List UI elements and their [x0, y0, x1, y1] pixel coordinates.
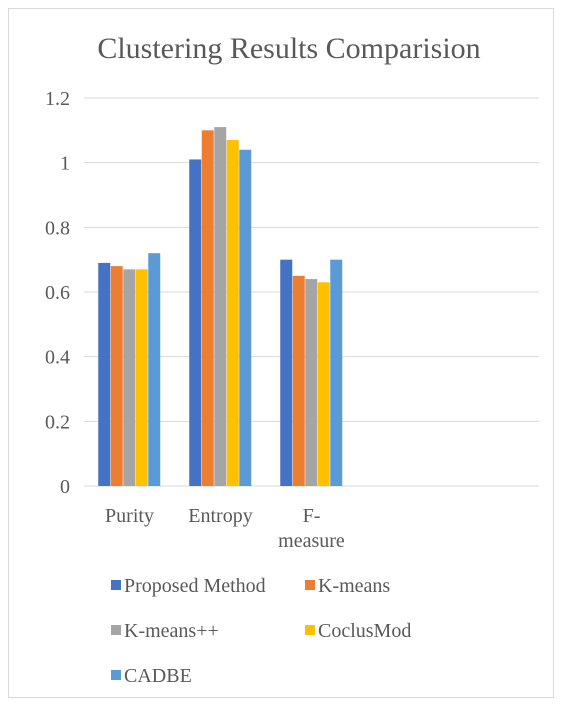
x-category-label: Purity — [105, 505, 154, 527]
bar — [123, 269, 136, 486]
y-tick-label: 1.2 — [45, 88, 70, 110]
y-tick-label: 0.8 — [45, 217, 70, 239]
bar — [135, 269, 148, 486]
bar — [98, 262, 111, 486]
bar — [317, 282, 330, 486]
legend-label: K-means — [318, 575, 390, 597]
bar — [292, 275, 305, 486]
bar — [305, 279, 318, 486]
bars — [98, 127, 343, 487]
x-category-label: F- — [303, 505, 321, 527]
x-category-label: Entropy — [188, 505, 252, 527]
x-category-label: measure — [278, 530, 345, 552]
y-tick-label: 0 — [60, 476, 70, 498]
bar — [189, 159, 202, 486]
legend-swatch — [111, 625, 121, 635]
y-tick-label: 0.2 — [45, 411, 70, 433]
legend-swatch — [305, 625, 315, 635]
bar — [330, 259, 343, 486]
bar — [239, 149, 252, 486]
legend-label: K-means++ — [124, 620, 219, 642]
y-tick-label: 0.4 — [45, 347, 70, 369]
y-axis-ticks: 0 0.2 0.4 0.6 0.8 1 1.2 — [45, 88, 70, 498]
legend: Proposed Method K-means K-means++ CoclusMod… — [111, 575, 411, 687]
y-tick-label: 0.6 — [45, 282, 70, 304]
legend-label: CoclusMod — [318, 620, 411, 642]
legend-swatch — [305, 580, 315, 590]
legend-swatch — [111, 670, 121, 680]
legend-label: Proposed Method — [124, 575, 266, 597]
chart-title: Clustering Results Comparision — [97, 32, 480, 65]
bar — [280, 259, 293, 486]
y-tick-label: 1 — [60, 153, 70, 175]
bar — [226, 140, 239, 487]
legend-swatch — [111, 580, 121, 590]
bar — [110, 266, 123, 486]
bar — [214, 127, 227, 486]
bar — [201, 130, 214, 487]
x-axis-categories: Purity Entropy F-measure — [105, 505, 345, 552]
legend-label: CADBE — [124, 665, 192, 687]
bar — [148, 253, 161, 486]
